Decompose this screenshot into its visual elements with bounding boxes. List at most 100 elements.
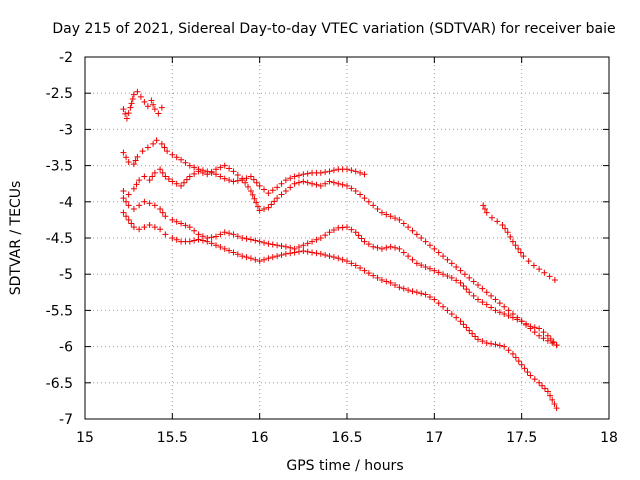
data-point [195, 168, 202, 175]
data-point [182, 159, 189, 166]
data-point [512, 354, 519, 361]
data-point [157, 206, 164, 213]
data-point [496, 300, 503, 307]
data-point [400, 285, 407, 292]
data-point [466, 289, 473, 296]
data-point [540, 329, 547, 336]
data-point [483, 301, 490, 308]
data-point [453, 314, 460, 321]
data-point [457, 279, 464, 286]
data-point [383, 278, 390, 285]
data-point [344, 182, 350, 189]
data-point [541, 385, 548, 392]
data-point [547, 392, 554, 399]
data-point [536, 332, 543, 339]
data-point [344, 224, 350, 231]
data-point [396, 245, 403, 252]
data-point [268, 201, 275, 208]
data-point [344, 258, 350, 265]
data-point [282, 250, 289, 257]
data-point [230, 249, 237, 256]
data-point [330, 179, 337, 186]
data-point [261, 256, 268, 263]
x-tick-label: 16.5 [331, 430, 362, 446]
data-point [158, 140, 165, 147]
data-point [475, 336, 481, 343]
data-point [247, 255, 254, 262]
data-point [291, 180, 298, 187]
data-point [234, 251, 241, 258]
data-point [544, 388, 551, 395]
data-point [488, 214, 495, 221]
data-point [186, 162, 193, 169]
data-point [507, 233, 514, 240]
data-point [226, 177, 233, 184]
data-point [230, 231, 237, 238]
data-point [159, 169, 166, 176]
data-point [470, 292, 477, 299]
data-point [136, 202, 143, 209]
data-point [505, 312, 512, 319]
data-point [213, 171, 219, 178]
data-point [470, 278, 477, 285]
data-point [326, 253, 333, 260]
data-point [461, 271, 468, 278]
data-point [514, 316, 521, 323]
data-point [448, 260, 455, 267]
data-point [282, 187, 289, 194]
data-point [361, 195, 368, 202]
data-point [440, 271, 447, 278]
data-point [191, 237, 198, 244]
data-point [191, 227, 198, 234]
data-point [496, 342, 503, 349]
data-point [531, 376, 538, 383]
data-point [122, 110, 129, 117]
data-point [322, 180, 329, 187]
data-point [483, 289, 490, 296]
data-point [475, 296, 481, 303]
data-point [287, 244, 294, 251]
data-point [247, 173, 254, 180]
data-point [226, 247, 233, 254]
data-point [378, 276, 385, 283]
data-point [481, 206, 488, 213]
data-point [130, 206, 137, 213]
data-point [141, 198, 148, 205]
data-point [178, 220, 185, 227]
data-point [120, 209, 127, 216]
data-point [492, 341, 499, 348]
x-tick-label: 17.5 [506, 430, 537, 446]
data-point [309, 180, 316, 187]
data-point [151, 169, 158, 176]
data-point [123, 115, 130, 122]
data-point [435, 300, 442, 307]
data-point [463, 324, 470, 331]
data-point [226, 165, 233, 172]
data-point [383, 244, 390, 251]
data-point [120, 149, 127, 156]
data-point [261, 186, 268, 193]
data-points [120, 88, 560, 412]
data-point [530, 262, 537, 269]
data-point [221, 175, 228, 182]
data-point [169, 235, 176, 241]
data-point [169, 178, 176, 185]
data-point [164, 148, 171, 155]
data-point [191, 164, 198, 171]
data-point [466, 327, 473, 334]
data-point [125, 158, 132, 165]
data-point [133, 181, 140, 188]
data-point [352, 262, 359, 269]
y-tick-label: -6 [59, 340, 73, 356]
data-point [300, 171, 307, 178]
data-point [256, 207, 263, 214]
data-point [488, 292, 495, 299]
data-point [295, 172, 302, 179]
data-point [365, 198, 372, 205]
data-point [120, 106, 127, 113]
data-point [269, 187, 276, 194]
data-point [151, 106, 158, 113]
data-point [396, 216, 403, 223]
data-point [317, 250, 324, 257]
data-point [460, 283, 467, 290]
